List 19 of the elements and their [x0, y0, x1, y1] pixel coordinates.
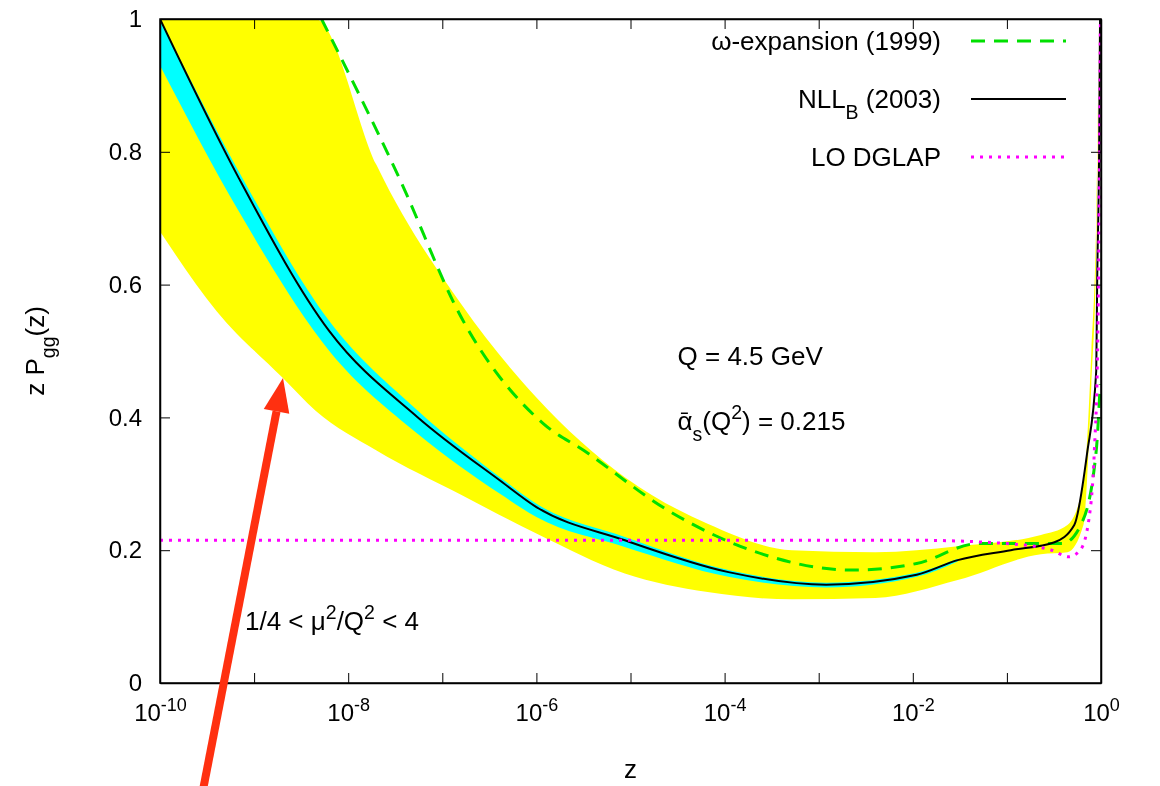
x-tick-label: 10$^{-10}$ — [134, 695, 187, 726]
x-tick-label: 10$^{-4}$ — [703, 695, 747, 726]
y-tick-label: 0.6 — [108, 270, 142, 298]
y-tick-label: 0.8 — [108, 137, 142, 165]
legend-label: ω-expansion (1999) — [711, 26, 941, 56]
x-tick-label: 10$^{-8}$ — [327, 695, 371, 726]
annotation: 1/4 < μ$^{2}$/Q$^{2}$ < 4 — [245, 601, 420, 636]
y-tick-label: 0.4 — [108, 403, 142, 431]
annotation: ᾱ$_{s}$(Q$^{2}$) = 0.215 — [677, 401, 846, 445]
legend-label: NLL$_{B}$ (2003) — [797, 84, 941, 123]
x-tick-label: 10$^{-6}$ — [515, 695, 559, 726]
y-tick-label: 0.2 — [108, 536, 142, 564]
x-tick-label: 10$^{-2}$ — [891, 695, 935, 726]
legend-label: LO DGLAP — [810, 142, 941, 172]
annotation: Q = 4.5 GeV — [677, 341, 824, 371]
x-tick-label: 10$^{0}$ — [1083, 695, 1120, 726]
x-axis-title: z — [624, 754, 637, 784]
y-tick-label: 0 — [128, 669, 142, 697]
y-tick-label: 1 — [128, 5, 142, 33]
